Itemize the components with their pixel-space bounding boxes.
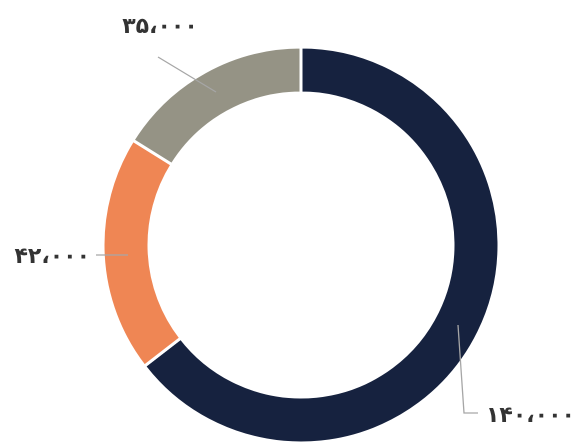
data-label-1: ۴۲،۰۰۰ [15, 244, 91, 269]
data-label-0: ۱۴۰،۰۰۰ [486, 403, 572, 428]
leader-line-2 [157, 56, 217, 93]
data-label-2: ۳۵،۰۰۰ [122, 14, 198, 39]
leader-line-0 [457, 324, 478, 414]
donut-slice-0 [142, 45, 501, 443]
leader-lines [96, 56, 478, 414]
donut-slices [101, 45, 501, 443]
donut-slice-1 [101, 138, 183, 369]
donut-slice-2 [130, 45, 303, 167]
data-labels: ۱۴۰،۰۰۰ ۴۲،۰۰۰ ۳۵،۰۰۰ [15, 14, 572, 428]
